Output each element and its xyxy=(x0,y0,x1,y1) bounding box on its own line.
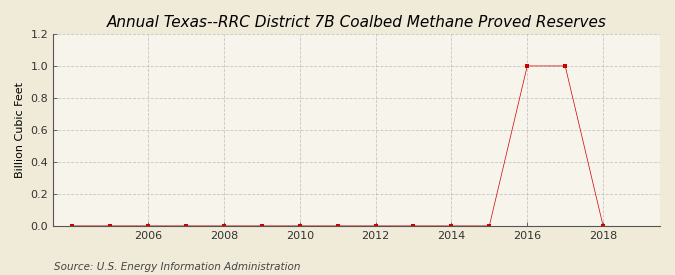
Title: Annual Texas--RRC District 7B Coalbed Methane Proved Reserves: Annual Texas--RRC District 7B Coalbed Me… xyxy=(107,15,607,30)
Text: Source: U.S. Energy Information Administration: Source: U.S. Energy Information Administ… xyxy=(54,262,300,272)
Y-axis label: Billion Cubic Feet: Billion Cubic Feet xyxy=(15,82,25,178)
